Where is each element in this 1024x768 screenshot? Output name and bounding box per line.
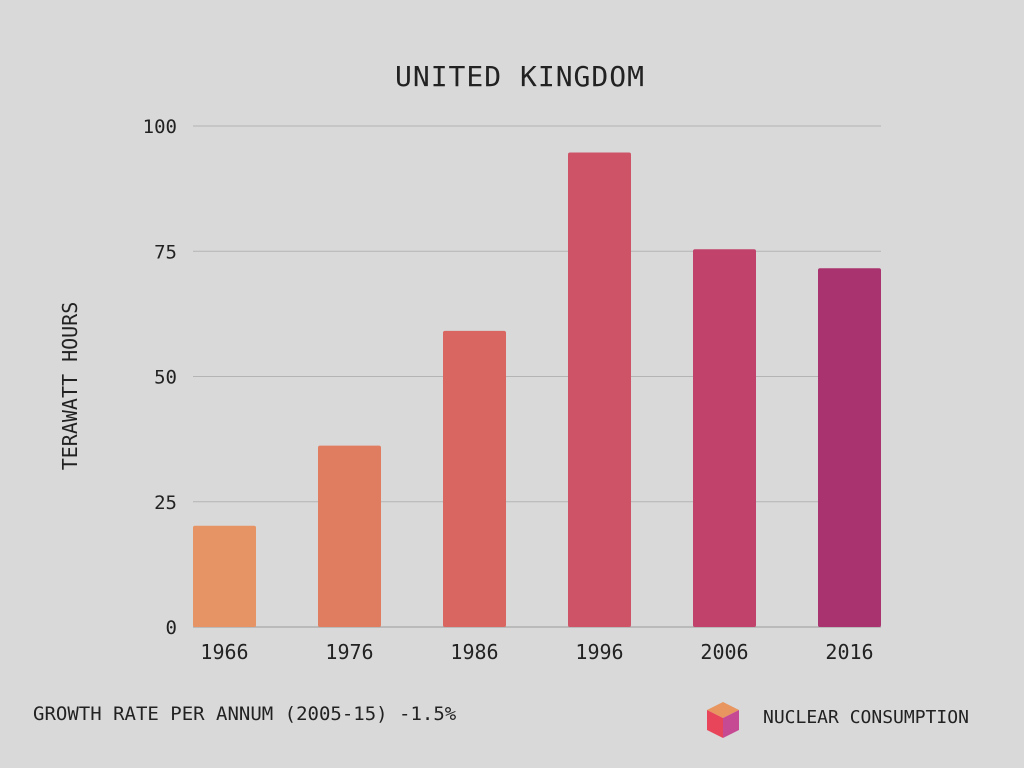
x-tick-label: 2006 <box>700 640 748 664</box>
bar <box>318 445 381 627</box>
bars <box>193 152 881 628</box>
x-tick-labels: 1966 1976 1986 1996 2006 2016 <box>200 640 873 664</box>
y-tick-labels: 0 25 50 75 100 <box>143 116 177 639</box>
bar <box>568 152 631 628</box>
legend-label: NUCLEAR CONSUMPTION <box>763 707 969 728</box>
x-tick-label: 2016 <box>825 640 873 664</box>
chart-title: UNITED KINGDOM <box>395 60 645 93</box>
x-tick-label: 1996 <box>575 640 623 664</box>
cube-icon <box>707 702 739 738</box>
bar <box>693 249 756 627</box>
bar <box>193 525 256 627</box>
gridlines <box>193 125 881 628</box>
x-tick-label: 1976 <box>325 640 373 664</box>
y-tick-label: 0 <box>166 617 177 639</box>
bar <box>818 268 881 627</box>
y-tick-label: 100 <box>143 116 177 138</box>
x-tick-label: 1986 <box>450 640 498 664</box>
growth-rate-note: GROWTH RATE PER ANNUM (2005-15) -1.5% <box>33 703 457 725</box>
y-tick-label: 50 <box>154 367 177 389</box>
y-axis-label: TERAWATT HOURS <box>58 302 82 471</box>
bar <box>443 330 506 627</box>
y-tick-label: 25 <box>154 492 177 514</box>
x-tick-label: 1966 <box>200 640 248 664</box>
y-tick-label: 75 <box>154 241 177 263</box>
